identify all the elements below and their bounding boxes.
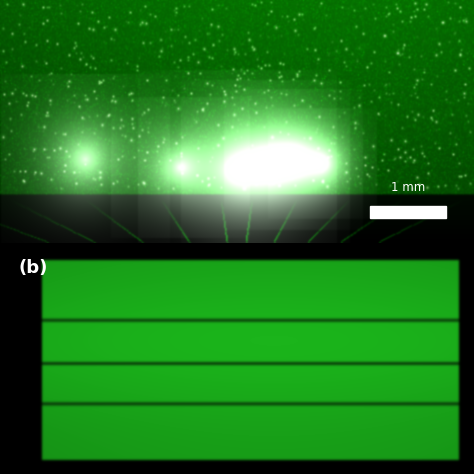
Text: (b): (b) (19, 259, 48, 277)
Text: 1 mm: 1 mm (391, 181, 425, 194)
Bar (370, 206, 446, 219)
